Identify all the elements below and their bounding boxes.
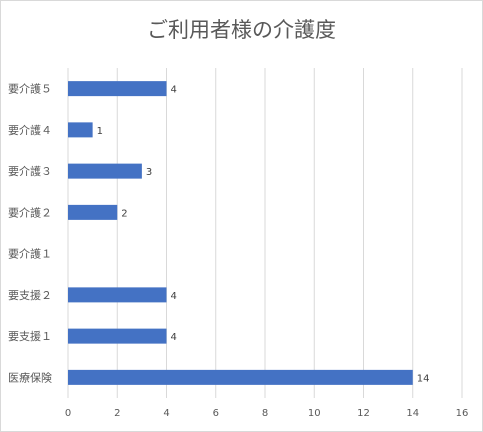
data-label: 3 bbox=[146, 167, 152, 178]
bar bbox=[68, 163, 142, 179]
category-label: 要介護１ bbox=[8, 247, 52, 261]
x-tick-label: 6 bbox=[213, 408, 219, 419]
category-label: 要介護３ bbox=[8, 164, 52, 178]
x-tick-label: 0 bbox=[65, 408, 71, 419]
category-label: 要介護５ bbox=[8, 82, 52, 96]
data-label: 4 bbox=[171, 332, 177, 343]
x-tick-label: 14 bbox=[406, 408, 419, 419]
category-label: 要介護２ bbox=[8, 205, 52, 219]
data-label: 14 bbox=[417, 373, 430, 384]
x-tick-label: 16 bbox=[456, 408, 469, 419]
data-label: 4 bbox=[171, 291, 177, 302]
bar bbox=[68, 122, 93, 138]
bar bbox=[68, 204, 118, 220]
x-tick-label: 4 bbox=[163, 408, 169, 419]
x-tick-label: 10 bbox=[308, 408, 321, 419]
bar bbox=[68, 369, 413, 385]
x-tick-label: 8 bbox=[262, 408, 268, 419]
data-label: 2 bbox=[121, 208, 127, 219]
bar bbox=[68, 328, 167, 344]
bar bbox=[68, 81, 167, 97]
data-label: 1 bbox=[97, 126, 103, 137]
x-tick-label: 2 bbox=[114, 408, 120, 419]
category-label: 要介護４ bbox=[8, 123, 52, 137]
chart-title: ご利用者様の介護度 bbox=[147, 18, 336, 42]
data-label: 4 bbox=[171, 85, 177, 96]
x-tick-label: 12 bbox=[357, 408, 370, 419]
category-label: 要支援２ bbox=[8, 288, 52, 302]
bar bbox=[68, 287, 167, 303]
category-label: 医療保険 bbox=[8, 370, 52, 384]
category-label: 要支援１ bbox=[8, 329, 52, 343]
